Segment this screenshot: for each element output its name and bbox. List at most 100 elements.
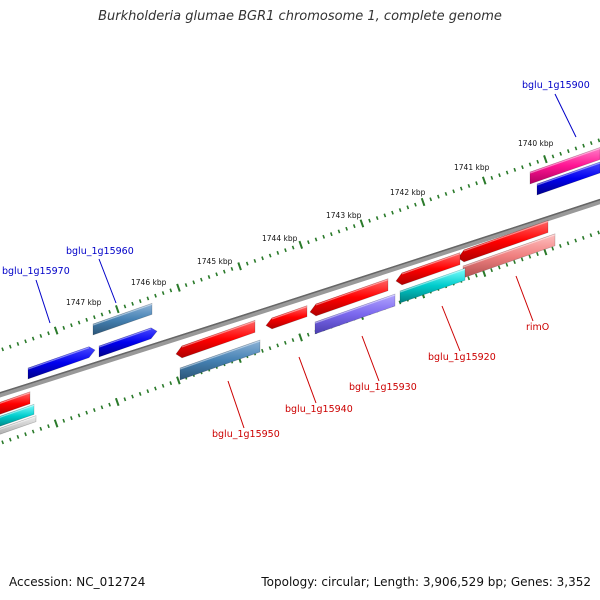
lower-tick: [53, 419, 59, 428]
upper-tick: [62, 325, 66, 330]
feature-rimo-highlight: [463, 220, 549, 252]
upper-tick: [70, 323, 73, 328]
lower-tick: [123, 397, 127, 402]
lower-tick: [283, 340, 287, 345]
lower-tick: [291, 338, 295, 343]
scale-label-1742: 1742 kbp: [390, 188, 426, 197]
upper-tick: [444, 191, 448, 196]
gene-label-bglu-1g15930[interactable]: bglu_1g15930: [349, 382, 417, 393]
lower-tick: [169, 381, 173, 386]
upper-tick: [589, 141, 593, 146]
leader-rimo: [515, 275, 534, 322]
feature-bglu-1g15930-highlight: [315, 279, 389, 306]
upper-tick: [245, 261, 249, 266]
upper-tick: [77, 320, 81, 325]
lower-tick: [138, 391, 142, 396]
lower-tick: [276, 343, 280, 348]
feature-rimo-salmon-highlight: [462, 234, 556, 268]
upper-tick: [176, 283, 181, 292]
upper-tick: [414, 202, 417, 207]
upper-tick: [521, 165, 524, 170]
feature-edge-cyan-highlight: [0, 404, 35, 418]
lower-tick: [597, 230, 600, 235]
upper-tick: [398, 208, 402, 212]
lower-tick: [1, 440, 4, 445]
upper-tick: [93, 315, 96, 320]
feature-bglu-1g15970: [27, 346, 96, 380]
lower-tick: [108, 402, 111, 407]
upper-tick: [490, 175, 494, 180]
upper-tick: [192, 280, 196, 285]
feature-bglu-1g15920-highlight: [401, 253, 461, 275]
lower-tick: [92, 408, 96, 412]
upper-tick: [543, 155, 548, 164]
upper-tick: [115, 305, 120, 314]
upper-tick: [237, 262, 242, 271]
upper-tick: [481, 176, 487, 185]
lower-tick: [505, 262, 509, 267]
feature-bglu-1g15920-cyan: [399, 267, 466, 304]
upper-tick: [184, 283, 188, 287]
lower-tick: [100, 405, 104, 410]
upper-tick: [222, 269, 226, 274]
upper-tick: [322, 234, 326, 239]
upper-tick: [391, 210, 394, 215]
lower-tick: [306, 332, 310, 337]
feature-bglu-1g15960-steel-highlight: [92, 303, 153, 326]
upper-tick: [559, 151, 563, 156]
lower-tick: [146, 389, 150, 394]
scale-label-1740: 1740 kbp: [518, 139, 554, 148]
leader-bglu-1g15920: [441, 305, 461, 352]
gene-label-bglu-1g15900[interactable]: bglu_1g15900: [522, 80, 590, 91]
upper-tick: [1, 347, 4, 352]
upper-tick: [39, 333, 43, 338]
gene-label-bglu-1g15950[interactable]: bglu_1g15950: [212, 429, 280, 440]
upper-tick: [47, 331, 50, 336]
scale-label-1744: 1744 kbp: [262, 234, 298, 243]
map-title: Burkholderia glumae BGR1 chromosome 1, c…: [98, 9, 502, 24]
upper-tick: [345, 226, 348, 231]
feature-bglu-1g15960: [98, 327, 158, 358]
lower-tick: [16, 434, 20, 439]
upper-tick: [131, 301, 134, 306]
gene-label-bglu-1g15920[interactable]: bglu_1g15920: [428, 352, 496, 363]
leader-bglu-1g15950: [227, 380, 245, 429]
upper-tick: [329, 232, 333, 237]
lower-tick: [574, 238, 578, 243]
upper-tick: [154, 293, 157, 298]
lower-tick: [70, 416, 73, 421]
upper-tick: [375, 216, 379, 221]
lower-tick: [467, 276, 471, 281]
gene-label-rimo[interactable]: rimO: [526, 322, 549, 333]
lower-tick: [161, 383, 165, 388]
upper-tick: [138, 299, 142, 304]
feature-bglu-1g15900: [536, 161, 600, 196]
upper-tick: [505, 170, 509, 175]
lower-tick: [513, 260, 516, 265]
upper-tick: [513, 167, 517, 172]
upper-tick: [146, 296, 150, 301]
upper-tick: [498, 173, 501, 178]
upper-tick: [100, 312, 104, 317]
feature-edge-gray: [0, 415, 37, 435]
upper-tick: [268, 253, 272, 258]
lower-tick: [8, 437, 12, 442]
upper-tick: [291, 245, 295, 250]
feature-bglu-1g15960-steel: [92, 302, 153, 336]
upper-tick: [53, 326, 59, 335]
gene-label-bglu-1g15940[interactable]: bglu_1g15940: [285, 404, 353, 415]
lower-tick: [490, 268, 493, 273]
gene-label-bglu-1g15960[interactable]: bglu_1g15960: [66, 246, 134, 257]
upper-tick: [230, 266, 234, 271]
upper-tick: [475, 181, 478, 186]
leader-bglu-1g15900: [554, 93, 577, 138]
upper-tick: [551, 154, 555, 159]
lower-tick: [131, 394, 134, 399]
feature-bglu-1g15930-slate: [314, 293, 396, 335]
upper-tick: [284, 248, 287, 253]
lower-tick: [268, 346, 272, 351]
gene-label-bglu-1g15970[interactable]: bglu_1g15970: [2, 266, 70, 277]
upper-tick: [276, 250, 280, 255]
lower-tick: [559, 243, 562, 248]
lower-tick: [47, 424, 50, 429]
